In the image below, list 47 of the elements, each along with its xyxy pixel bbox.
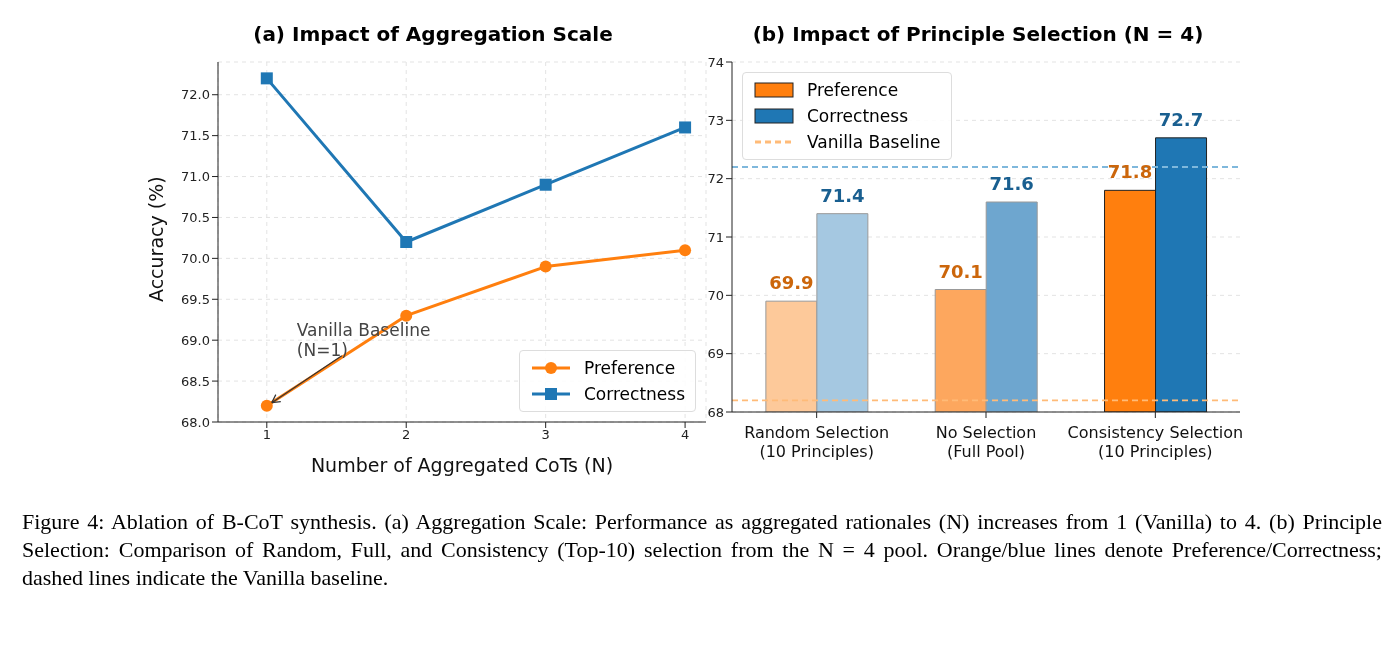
data-label: 70.1 [938, 260, 983, 282]
y-tick-label: 74 [707, 54, 724, 70]
y-tick-label: 70 [707, 287, 724, 303]
point [260, 399, 273, 412]
y-tick-label: 70.0 [181, 250, 210, 266]
y-tick-label: 73 [707, 112, 724, 128]
point [539, 260, 552, 273]
y-tick-label: 68.0 [181, 414, 210, 430]
data-label: 72.7 [1158, 108, 1204, 130]
y-tick-label: 68.5 [181, 373, 210, 389]
legend-label: Correctness [584, 384, 685, 404]
legend-label: Correctness [807, 106, 908, 126]
chart-title: (a) Impact of Aggregation Scale [252, 22, 614, 48]
point [679, 244, 692, 257]
x-tick-label: Consistency Selection (10 Principles) [1067, 423, 1244, 461]
x-tick-label: 1 [262, 427, 271, 443]
y-tick-label: 71.5 [181, 128, 210, 144]
legend-label: Vanilla Baseline [807, 132, 941, 152]
caption: Figure 4: Ablation of B-CoT synthesis. (a) Aggregation Scale: Performance as aggregated rationales (N) increases from 1 (Vanilla) to 4. (b) Principle Selection: Comparison of Random, Full, and Consistency (Top-10) selection from the N = 4 pool. Orange/blue lines denote Preference/Correctness; dashed lines indicate the Vanilla baseline. [22, 508, 1382, 592]
chart-title: (b) Impact of Principle Selection (N = 4) [751, 22, 1205, 48]
point [260, 72, 273, 85]
data-label: 71.8 [1107, 161, 1153, 183]
y-tick-label: 72 [707, 171, 724, 187]
y-tick-label: 71 [707, 229, 724, 245]
x-tick-label: 3 [541, 427, 550, 443]
x-axis-title: Number of Aggregated CoTs (N) [310, 454, 614, 476]
x-tick-label: No Selection (Full Pool) [935, 423, 1037, 461]
y-tick-label: 69.0 [181, 332, 210, 348]
point [400, 309, 413, 322]
legend-label: Preference [584, 358, 676, 378]
y-tick-label: 71.0 [181, 169, 210, 185]
y-tick-label: 69.5 [181, 291, 210, 307]
data-label: 71.4 [820, 184, 865, 206]
legend-label: Preference [807, 80, 899, 100]
y-tick-label: 68 [707, 404, 724, 420]
data-label: 71.6 [989, 173, 1034, 194]
y-tick-label: 70.5 [181, 210, 210, 226]
point [400, 236, 413, 248]
y-tick-label: 69 [707, 346, 724, 362]
point [679, 121, 692, 134]
y-axis-title: Accuracy (%) [144, 176, 167, 302]
x-tick-label: 2 [402, 427, 411, 443]
x-tick-label: Random Selection (10 Principles) [744, 423, 890, 461]
data-label: 69.9 [769, 272, 814, 294]
y-tick-label: 72.0 [181, 87, 210, 103]
point [539, 178, 552, 191]
x-tick-label: 4 [680, 427, 690, 443]
